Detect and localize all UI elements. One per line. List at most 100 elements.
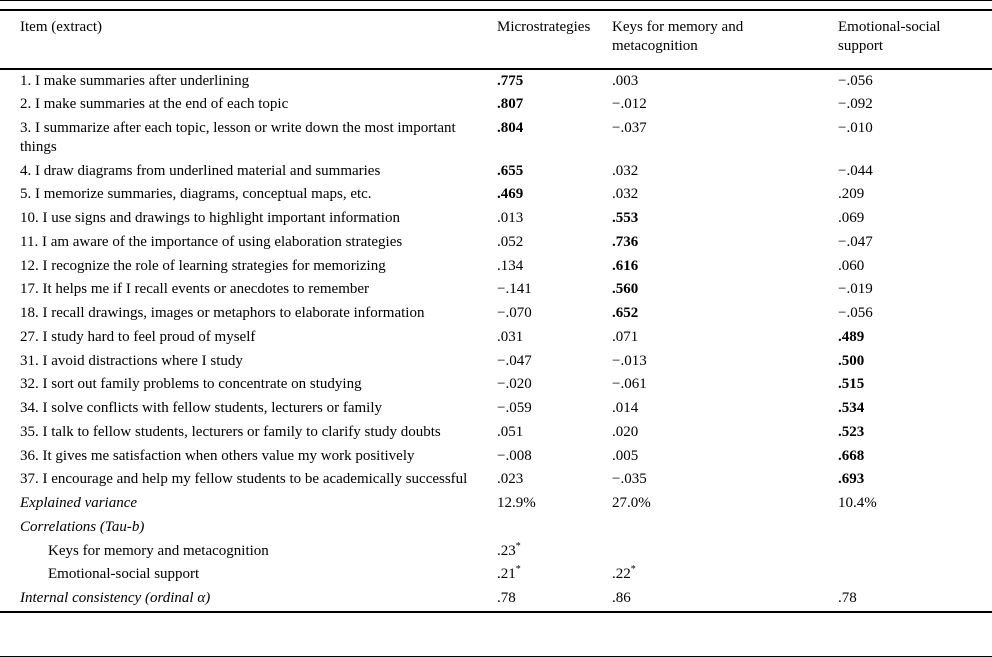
table-row: Keys for memory and metacognition .23*: [0, 540, 992, 564]
value-cell: .515: [838, 376, 865, 393]
item-label: 31. I avoid distractions where I study: [20, 352, 243, 369]
table-row: Correlations (Tau-b): [0, 516, 992, 540]
table-row: 37. I encourage and help my fellow stude…: [0, 468, 992, 492]
table-row: 32. I sort out family problems to concen…: [0, 373, 992, 397]
value-cell: −.061: [612, 376, 647, 393]
value-cell: .736: [612, 233, 639, 250]
value-cell: −.044: [838, 162, 873, 179]
table-row: 11. I am aware of the importance of usin…: [0, 231, 992, 255]
value-cell: 27.0%: [612, 495, 651, 511]
value-cell: .005: [612, 447, 639, 464]
value-cell: [838, 516, 992, 540]
table-body: 1. I make summaries after underlining .77…: [0, 69, 992, 612]
value-cell: .032: [612, 162, 639, 179]
value-cell: .655: [497, 162, 524, 179]
column-header-emotional: Emotional-social support: [838, 10, 992, 70]
value-cell: .052: [497, 233, 524, 250]
value-cell: .775: [497, 72, 524, 89]
item-label: 2. I make summaries at the end of each t…: [20, 96, 289, 113]
value-cell: [612, 516, 838, 540]
table-row: 3. I summarize after each topic, lesson …: [0, 117, 992, 160]
value-cell: .003: [612, 72, 639, 89]
value-cell: −.008: [497, 447, 532, 464]
value-cell: .560: [612, 281, 639, 298]
value-cell: −.035: [612, 471, 647, 488]
item-label: Emotional-social support: [48, 566, 200, 583]
value-cell: .209: [838, 186, 865, 203]
item-label: Keys for memory and metacognition: [48, 542, 269, 559]
value-cell: .023: [497, 471, 524, 488]
item-label: 36. It gives me satisfaction when others…: [20, 447, 415, 464]
value-cell: −.056: [838, 72, 873, 89]
value-cell: −.047: [497, 352, 532, 369]
item-label: 32. I sort out family problems to concen…: [20, 376, 362, 393]
value-cell: −.092: [838, 96, 873, 113]
header-row: Item (extract) Microstrategies Keys for …: [0, 10, 992, 70]
table-row: 34. I solve conflicts with fellow studen…: [0, 397, 992, 421]
table-row: Explained variance 12.9% 27.0% 10.4%: [0, 492, 992, 516]
value-cell: −.020: [497, 376, 532, 393]
value-cell: −.019: [838, 281, 873, 298]
value-cell: [612, 540, 838, 564]
value-cell: .616: [612, 257, 639, 274]
item-label: Explained variance: [20, 495, 138, 511]
item-label: 5. I memorize summaries, diagrams, conce…: [20, 186, 372, 203]
item-label: 4. I draw diagrams from underlined mater…: [20, 162, 381, 179]
table-row: 36. It gives me satisfaction when others…: [0, 445, 992, 469]
significance-asterisk: *: [515, 564, 521, 576]
item-label: 1. I make summaries after underlining: [20, 72, 250, 89]
value-cell: .031: [497, 328, 524, 345]
column-header-keys-label: Keys for memory and metacognition: [612, 19, 744, 54]
value-cell: −.141: [497, 281, 532, 298]
value-cell: .86: [612, 590, 631, 606]
value-cell: −.070: [497, 305, 532, 321]
value-cell: .060: [838, 257, 865, 274]
item-label: 27. I study hard to feel proud of myself: [20, 328, 256, 345]
item-label: 34. I solve conflicts with fellow studen…: [20, 400, 382, 416]
column-header-emotional-label: Emotional-social support: [838, 19, 941, 54]
value-cell: −.056: [838, 305, 873, 321]
value-cell: .78: [497, 590, 516, 606]
item-label: 12. I recognize the role of learning str…: [20, 257, 386, 274]
significance-asterisk: *: [515, 540, 521, 552]
value-cell: .032: [612, 186, 639, 203]
value-cell: .134: [497, 257, 524, 274]
value-cell: 10.4%: [838, 495, 877, 511]
value-cell: [497, 516, 612, 540]
item-label: Correlations (Tau-b): [20, 518, 145, 535]
column-header-item: Item (extract): [0, 10, 497, 70]
table-row: 27. I study hard to feel proud of myself…: [0, 326, 992, 350]
value-cell: .652: [612, 305, 639, 321]
value-cell: −.059: [497, 400, 532, 416]
table-row: 5. I memorize summaries, diagrams, conce…: [0, 183, 992, 207]
value-cell: .22*: [612, 564, 636, 583]
table-row: 35. I talk to fellow students, lecturers…: [0, 421, 992, 445]
table-row: 10. I use signs and drawings to highligh…: [0, 207, 992, 231]
value-cell: .78: [838, 590, 857, 606]
value-cell: .020: [612, 423, 639, 440]
significance-asterisk: *: [630, 564, 636, 576]
column-header-microstrategies: Microstrategies: [497, 10, 612, 70]
table-row: Internal consistency (ordinal α) .78 .86 .7…: [0, 587, 992, 612]
table-row: Emotional-social support .21* .22*: [0, 563, 992, 587]
item-label: 10. I use signs and drawings to highligh…: [20, 210, 400, 226]
item-label: Internal consistency (ordinal α): [20, 590, 211, 606]
value-cell: .693: [838, 471, 865, 488]
value-cell: [838, 540, 992, 564]
value-cell: .21*: [497, 564, 521, 583]
value-cell: .534: [838, 400, 865, 416]
item-label: 35. I talk to fellow students, lecturers…: [20, 423, 441, 440]
item-label: 18. I recall drawings, images or metapho…: [20, 305, 425, 321]
value-cell: .469: [497, 186, 524, 203]
value-cell: .069: [838, 210, 865, 226]
table-row: 1. I make summaries after underlining .77…: [0, 69, 992, 94]
value-cell: .807: [497, 96, 524, 113]
value-cell: .489: [838, 328, 865, 345]
value-cell: .051: [497, 423, 524, 440]
value-cell: .804: [497, 120, 524, 136]
value-cell: −.010: [838, 120, 873, 136]
item-label: 3. I summarize after each topic, lesson …: [20, 120, 456, 155]
value-cell: .500: [838, 352, 865, 369]
table-row: 4. I draw diagrams from underlined mater…: [0, 160, 992, 184]
